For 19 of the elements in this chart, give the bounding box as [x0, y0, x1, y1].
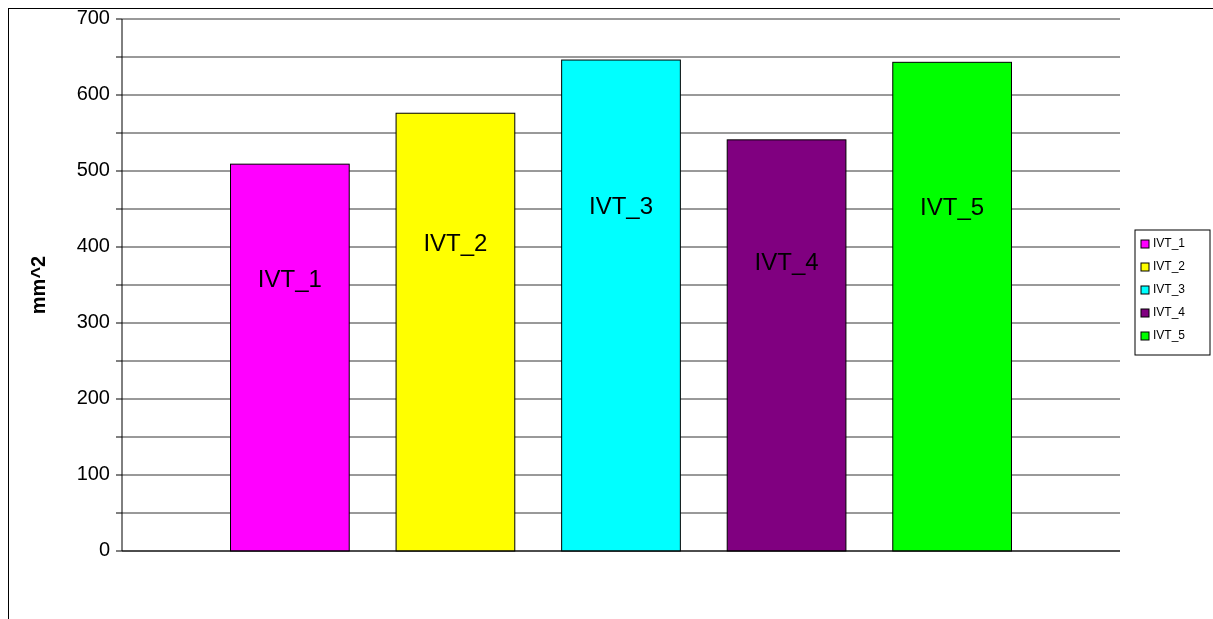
- legend-label: IVT_5: [1153, 328, 1186, 343]
- text: IVT_2: [423, 228, 488, 256]
- y-axis-title: mm^2: [27, 255, 49, 315]
- text: IVT_1: [257, 264, 322, 292]
- y-tick-label: 600: [76, 82, 110, 105]
- text: IVT_4: [754, 247, 819, 275]
- y-tick-label: 200: [76, 386, 110, 409]
- legend-label: IVT_1: [1153, 236, 1186, 251]
- y-tick-label: 400: [76, 234, 110, 257]
- text: IVT_3: [588, 191, 654, 219]
- legend-label: IVT_2: [1153, 259, 1186, 274]
- text: IVT_5: [920, 193, 985, 221]
- legend-label: IVT_4: [1153, 305, 1186, 320]
- y-tick-label: 500: [76, 158, 110, 181]
- legend-label: IVT_3: [1153, 282, 1186, 297]
- y-tick-label: 300: [76, 310, 110, 333]
- y-tick-label: 100: [76, 462, 110, 485]
- y-tick-label: 700: [76, 6, 110, 29]
- y-tick-label: 0: [98, 538, 110, 561]
